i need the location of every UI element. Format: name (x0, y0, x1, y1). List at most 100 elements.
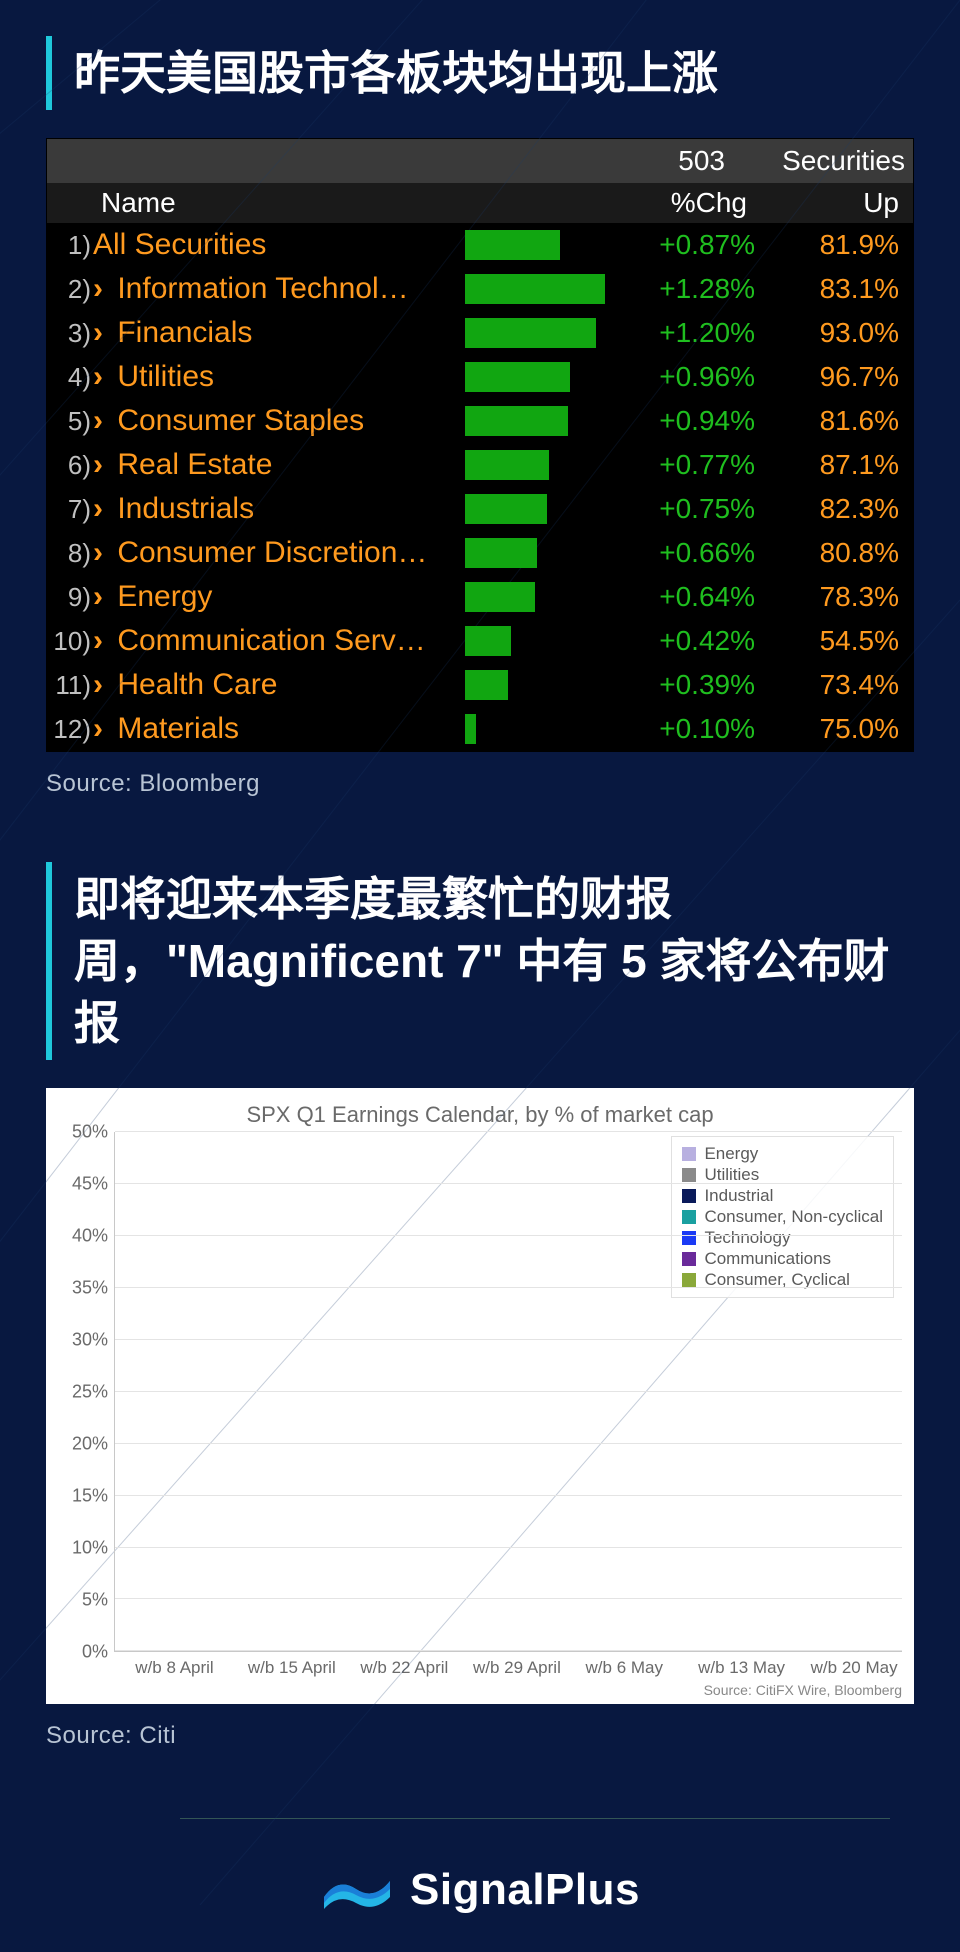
table-row[interactable]: 7)› Industrials+0.75%82.3% (47, 487, 913, 531)
row-up: 80.8% (755, 537, 913, 569)
table-row[interactable]: 1) All Securities+0.87%81.9% (47, 223, 913, 267)
row-index: 11) (47, 670, 93, 701)
row-bar (465, 670, 605, 700)
section1-title: 昨天美国股市各板块均出现上涨 (74, 42, 914, 104)
x-tick-label: w/b 15 April (248, 1658, 318, 1678)
row-bar (465, 626, 605, 656)
row-up: 54.5% (755, 625, 913, 657)
footer: SignalPlus (0, 1778, 960, 1952)
table-row[interactable]: 2)› Information Technol…+1.28%83.1% (47, 267, 913, 311)
securities-label: Securities (733, 139, 913, 183)
securities-count: 503 (47, 139, 733, 183)
table-row[interactable]: 12)› Materials+0.10%75.0% (47, 707, 913, 751)
row-name: › Consumer Discretion… (93, 536, 465, 570)
legend-label: Consumer, Non-cyclical (704, 1207, 883, 1227)
y-tick-label: 40% (72, 1226, 108, 1247)
row-up: 81.9% (755, 229, 913, 261)
bbg-header-row: 503 Securities (47, 139, 913, 183)
row-up: 75.0% (755, 713, 913, 745)
legend-swatch-icon (682, 1168, 696, 1182)
y-tick-label: 20% (72, 1434, 108, 1455)
row-index: 12) (47, 714, 93, 745)
row-chg: +1.20% (605, 317, 755, 349)
y-tick-label: 0% (82, 1642, 108, 1663)
row-chg: +0.94% (605, 405, 755, 437)
row-name: › Information Technol… (93, 272, 465, 306)
row-index: 7) (47, 494, 93, 525)
x-tick-label: w/b 20 May (811, 1658, 881, 1678)
row-up: 81.6% (755, 405, 913, 437)
row-name: › Health Care (93, 668, 465, 702)
row-name: › Financials (93, 316, 465, 350)
row-bar (465, 230, 605, 260)
table-row[interactable]: 6)› Real Estate+0.77%87.1% (47, 443, 913, 487)
row-chg: +0.96% (605, 361, 755, 393)
section-sector-gains: 昨天美国股市各板块均出现上涨 503 Securities Name %Chg … (0, 0, 960, 798)
bbg-column-headers: Name %Chg Up (47, 183, 913, 223)
chart-inner-source: Source: CitiFX Wire, Bloomberg (58, 1682, 902, 1698)
row-bar (465, 406, 605, 436)
brand-logo-icon (320, 1863, 394, 1917)
row-bar (465, 714, 605, 744)
earnings-chart: SPX Q1 Earnings Calendar, by % of market… (46, 1088, 914, 1704)
table-row[interactable]: 10)› Communication Serv…+0.42%54.5% (47, 619, 913, 663)
table-row[interactable]: 5)› Consumer Staples+0.94%81.6% (47, 399, 913, 443)
grid-line (115, 1183, 902, 1184)
grid-line (115, 1287, 902, 1288)
source-citi: Source: Citi (46, 1722, 914, 1750)
legend-label: Technology (704, 1228, 790, 1248)
expand-caret-icon: › (93, 448, 103, 481)
x-tick-label: w/b 6 May (586, 1658, 656, 1678)
legend-swatch-icon (682, 1147, 696, 1161)
y-tick-label: 10% (72, 1538, 108, 1559)
chart-plot: EnergyUtilitiesIndustrialConsumer, Non-c… (114, 1132, 902, 1652)
row-index: 2) (47, 274, 93, 305)
row-index: 9) (47, 582, 93, 613)
row-up: 73.4% (755, 669, 913, 701)
chart-area: 0%5%10%15%20%25%30%35%40%45%50% EnergyUt… (58, 1132, 902, 1652)
y-tick-label: 25% (72, 1382, 108, 1403)
table-row[interactable]: 9)› Energy+0.64%78.3% (47, 575, 913, 619)
table-row[interactable]: 3)› Financials+1.20%93.0% (47, 311, 913, 355)
source-bloomberg: Source: Bloomberg (46, 770, 914, 798)
securities-count-value: 503 (678, 145, 725, 176)
expand-caret-icon: › (93, 712, 103, 745)
grid-line (115, 1443, 902, 1444)
expand-caret-icon: › (93, 492, 103, 525)
row-chg: +0.66% (605, 537, 755, 569)
legend-label: Industrial (704, 1186, 773, 1206)
row-name: › Communication Serv… (93, 624, 465, 658)
table-row[interactable]: 11)› Health Care +0.39%73.4% (47, 663, 913, 707)
table-row[interactable]: 4)› Utilities+0.96%96.7% (47, 355, 913, 399)
chart-x-labels: w/b 8 April w/b 15 April w/b 22 April w/b 2… (58, 1652, 902, 1678)
expand-caret-icon: › (93, 668, 103, 701)
x-tick-label: w/b 8 April (135, 1658, 205, 1678)
row-name: › Utilities (93, 360, 465, 394)
expand-caret-icon: › (93, 360, 103, 393)
section-title-block: 昨天美国股市各板块均出现上涨 (46, 36, 914, 110)
row-bar (465, 362, 605, 392)
x-tick-label: w/b 13 May (698, 1658, 768, 1678)
row-index: 4) (47, 362, 93, 393)
row-name: › Real Estate (93, 448, 465, 482)
chart-title: SPX Q1 Earnings Calendar, by % of market… (58, 1102, 902, 1128)
row-name: › Energy (93, 580, 465, 614)
chart-legend: EnergyUtilitiesIndustrialConsumer, Non-c… (671, 1136, 894, 1298)
grid-line (115, 1495, 902, 1496)
x-tick-label: w/b 22 April (360, 1658, 430, 1678)
row-bar (465, 450, 605, 480)
y-tick-label: 35% (72, 1278, 108, 1299)
grid-line (115, 1131, 902, 1132)
row-bar (465, 582, 605, 612)
grid-line (115, 1391, 902, 1392)
legend-item: Technology (682, 1228, 883, 1248)
legend-swatch-icon (682, 1273, 696, 1287)
chart-y-axis: 0%5%10%15%20%25%30%35%40%45%50% (58, 1132, 114, 1652)
row-chg: +0.39% (605, 669, 755, 701)
expand-caret-icon: › (93, 536, 103, 569)
row-up: 82.3% (755, 493, 913, 525)
row-index: 1) (47, 230, 93, 261)
table-row[interactable]: 8)› Consumer Discretion…+0.66%80.8% (47, 531, 913, 575)
row-name: All Securities (93, 228, 465, 262)
footer-divider (180, 1818, 890, 1819)
